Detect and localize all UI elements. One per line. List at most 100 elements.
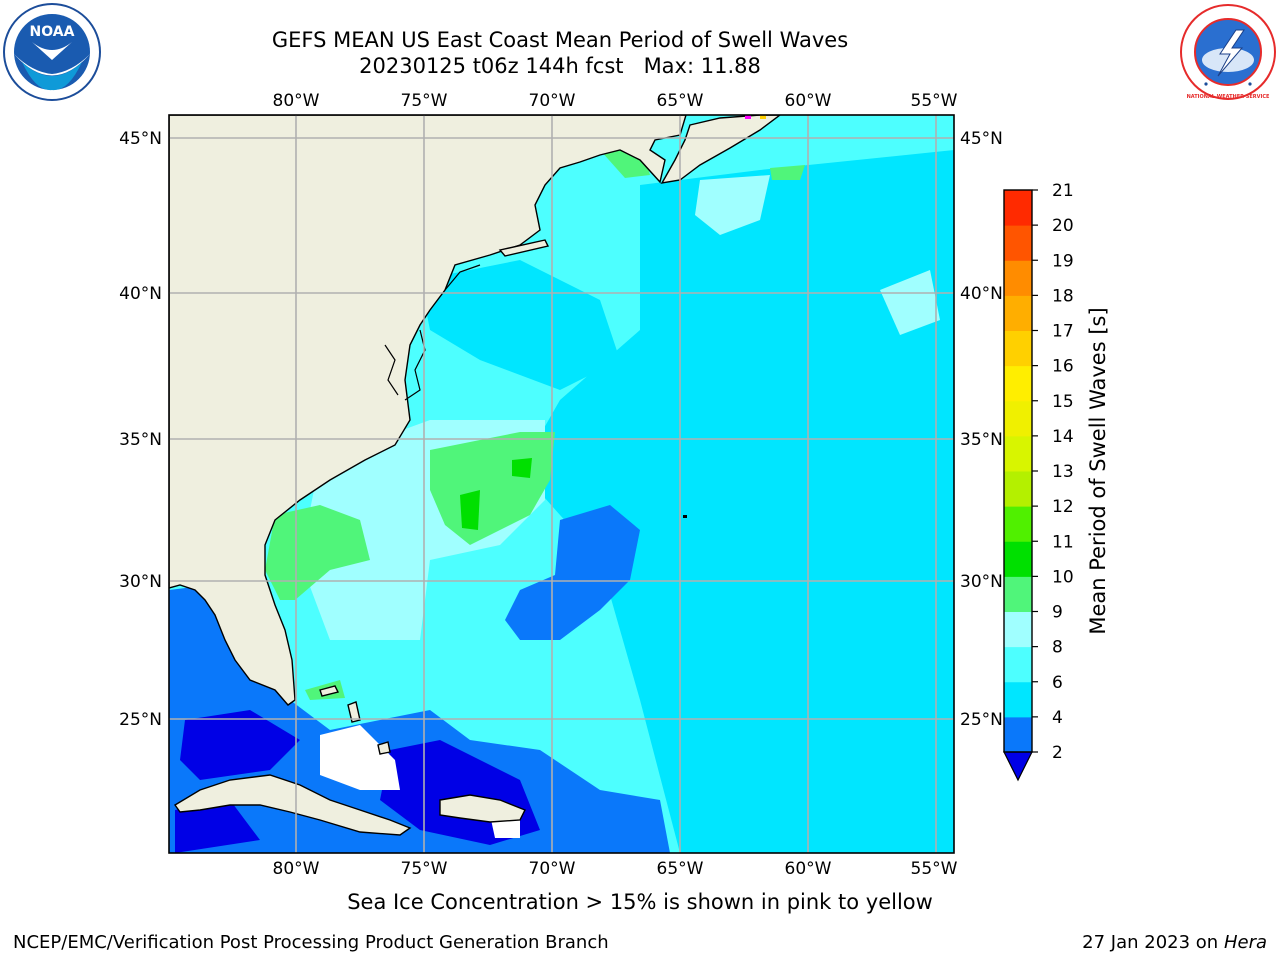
nws-logo: NATIONAL WEATHER SERVICE [1180,4,1276,100]
colorbar-tick-label: 11 [1052,532,1074,552]
hispaniola [439,794,526,823]
land [169,115,782,836]
lat-label-right: 25°N [960,710,1003,730]
nws-wordmark: NATIONAL WEATHER SERVICE [1187,94,1270,100]
footer-date: 27 Jan 2023 on Hera [1082,932,1267,953]
colorbar-segment [1004,611,1032,648]
graticule [169,115,954,853]
sea-ice-footnote: Sea Ice Concentration > 15% is shown in … [347,890,933,914]
lat-label-left: 35°N [119,430,162,450]
lat-label-right: 30°N [960,572,1003,592]
swell-band-6-8 [520,150,954,853]
swell-band-10-11 [460,490,480,530]
colorbar-tick-label: 20 [1052,216,1074,236]
lat-label-left: 45°N [119,129,162,149]
title-line-2: 20230125 t06z 144h fcst Max: 11.88 [359,54,761,78]
sea-ice-pixel [760,115,766,119]
colorbar-tick-label: 21 [1052,181,1074,201]
colorbar-tick-label: 6 [1052,673,1063,693]
colorbar-segment [1004,330,1032,367]
lat-label-right: 35°N [960,430,1003,450]
lat-label-left: 30°N [119,572,162,592]
long-island [498,239,550,257]
colorbar-segment [1004,646,1032,683]
lon-label-bottom: 70°W [529,859,576,879]
colorbar-tick-label: 17 [1052,322,1074,342]
colorbar-segment [1004,260,1032,296]
colorbar-under-arrow [1003,751,1033,782]
colorbar-tick-label: 4 [1052,708,1063,728]
lon-label-top: 80°W [273,91,320,111]
lon-label-bottom: 75°W [401,859,448,879]
colorbar-segment [1004,225,1032,261]
lon-label-top: 55°W [911,91,958,111]
colorbar-tick-label: 19 [1052,251,1074,271]
footer-machine: Hera [1223,932,1267,953]
swell-band-2-4 [505,505,640,640]
colorbar-segment [1004,506,1032,542]
map-frame [168,114,955,854]
noaa-wordmark: NOAA [30,24,75,40]
lat-label-right: 40°N [960,284,1003,304]
sea-ice-pixel [745,115,751,119]
footer-date-text: 27 Jan 2023 on [1082,932,1219,953]
lat-label-left: 40°N [119,284,162,304]
colorbar-tick-label: 13 [1052,462,1074,482]
lon-label-bottom: 60°W [785,859,832,879]
lon-label-bottom: 65°W [657,859,704,879]
colorbar-segment [1004,716,1032,753]
colorbar-segment [1004,365,1032,402]
swell-band-8-9 [880,270,940,335]
coast-detail [444,264,481,291]
swell-band-8-9 [695,175,770,235]
swell-below-2 [180,710,300,780]
colorbar-segment [1004,576,1032,612]
colorbar: 2 4 6 8 9 10 11 12 13 14 15 16 17 18 19 20 21 Mean Perio… [1003,181,1110,782]
colorbar-segment [1004,471,1032,507]
colorbar-tick-label: 15 [1052,392,1074,412]
bahamas-island [319,685,340,697]
colorbar-tick-label: 18 [1052,286,1074,306]
map-title: GEFS MEAN US East Coast Mean Period of S… [160,27,960,79]
lon-label-top: 60°W [785,91,832,111]
colorbar-tick-label: 9 [1052,603,1063,623]
swell-band-9-10 [770,165,805,180]
colorbar-segment [1004,541,1032,577]
colorbar-tick-label: 8 [1052,638,1063,658]
colorbar-segment [1004,190,1032,226]
lon-label-bottom: 55°W [911,859,958,879]
colorbar-segment [1004,400,1032,437]
colorbar-label: Mean Period of Swell Waves [s] [1086,307,1110,634]
cuba [173,774,412,836]
bahamas-island [347,701,361,723]
swell-band-9-10 [265,505,370,600]
colorbar-segment [1004,295,1032,331]
colorbar-segment [1004,435,1032,472]
colorbar-ticks: 2 4 6 8 9 10 11 12 13 14 15 16 17 18 19 20 21 [1032,181,1074,763]
north-america [169,115,687,706]
colorbar-tick-label: 14 [1052,427,1074,447]
swell-band-10-11 [512,458,532,478]
colorbar-tick-label: 10 [1052,567,1074,587]
lon-label-top: 75°W [401,91,448,111]
lon-label-bottom: 80°W [273,859,320,879]
lon-label-top: 65°W [657,91,704,111]
lat-label-right: 45°N [960,129,1003,149]
lon-label-top: 70°W [529,91,576,111]
coast-detail [384,344,399,396]
swell-below-2 [175,800,260,853]
noaa-logo: NOAA [3,3,101,101]
colorbar-segment [1004,681,1032,718]
colorbar-tick-label: 12 [1052,497,1074,517]
colorbar-tick-label: 2 [1052,743,1063,763]
map-area [169,115,954,853]
bermuda [683,515,687,518]
colorbar-tick-label: 16 [1052,357,1074,377]
colorbar-segments [1004,190,1032,753]
no-data-area [320,725,400,790]
bahamas-island [377,741,391,755]
footer-credit: NCEP/EMC/Verification Post Processing Pr… [13,932,609,953]
title-line-1: GEFS MEAN US East Coast Mean Period of S… [271,28,849,52]
lat-label-left: 25°N [119,710,162,730]
